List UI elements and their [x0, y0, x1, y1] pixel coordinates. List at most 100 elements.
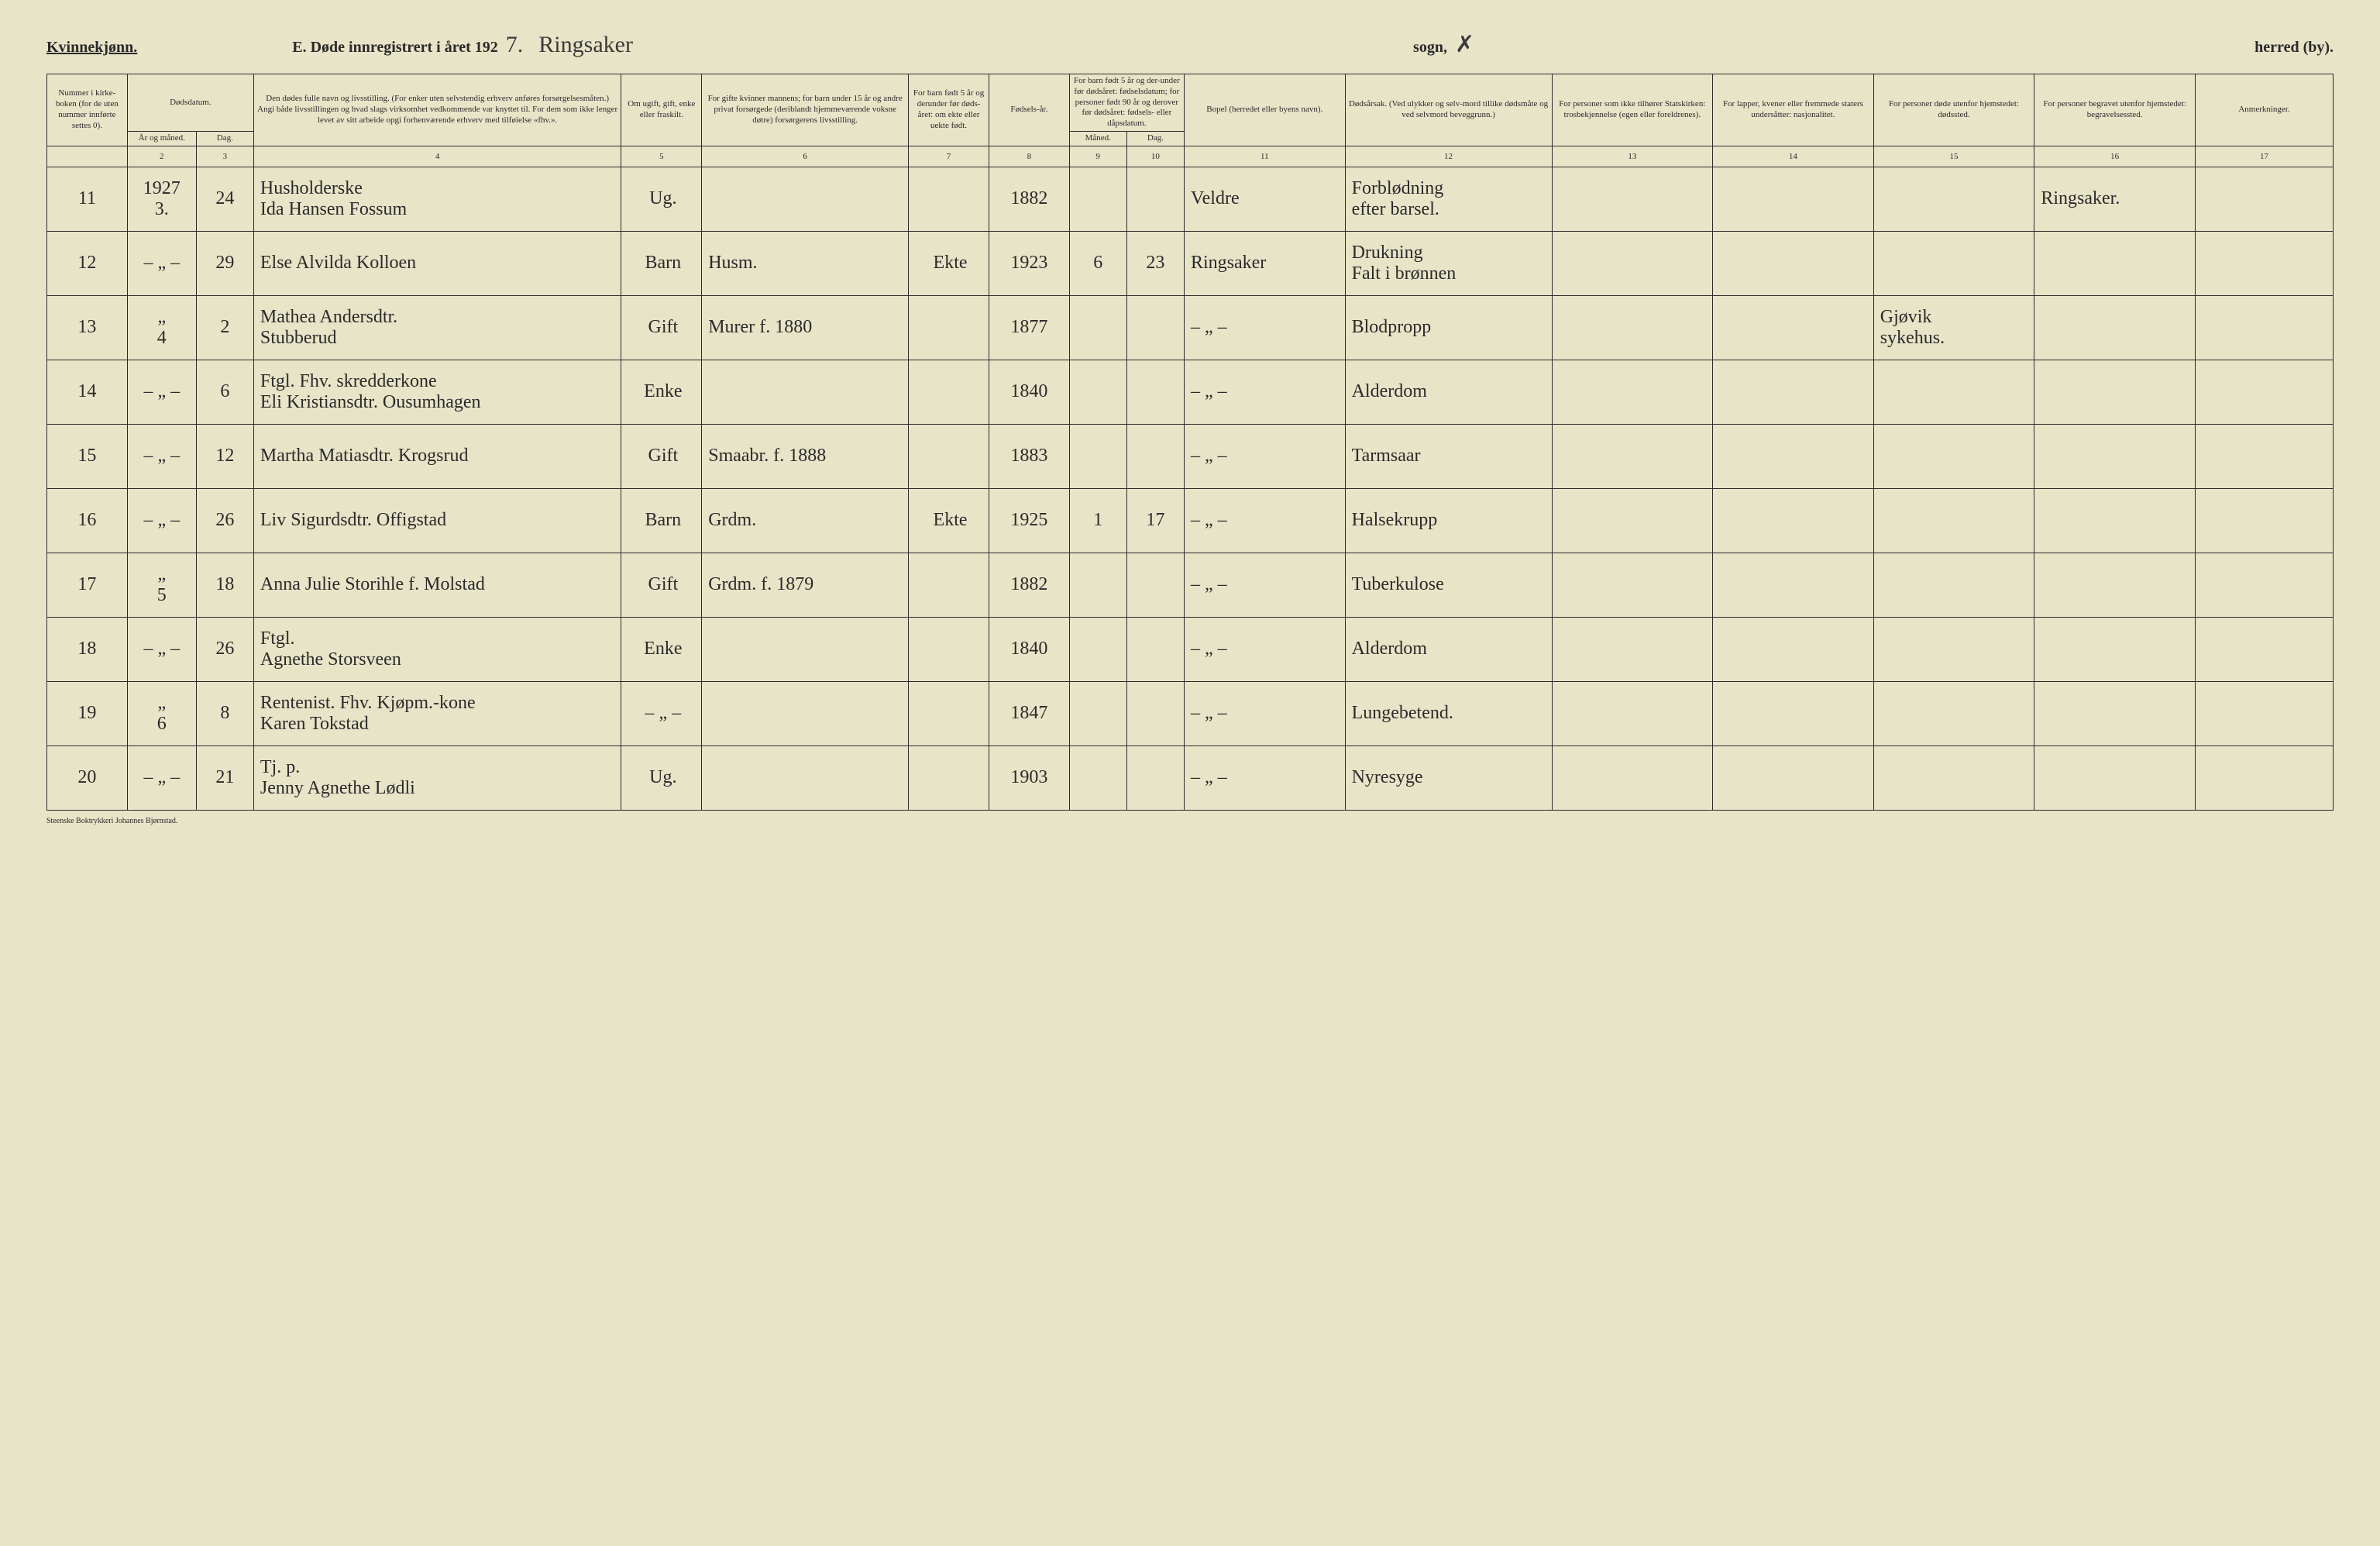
- cell: 8: [196, 681, 253, 745]
- page-header: Kvinnekjønn. E. Døde innregistrert i åre…: [46, 31, 2334, 58]
- cell: Liv Sigurdsdtr. Offigstad: [253, 488, 621, 553]
- cell: 19: [47, 681, 128, 745]
- cell: [1126, 617, 1184, 681]
- col-birthyear: Fødsels-år.: [989, 74, 1069, 146]
- cell: Grdm. f. 1879: [702, 553, 909, 617]
- table-header: Nummer i kirke-boken (for de uten nummer…: [47, 74, 2334, 167]
- cell: „ 5: [127, 553, 196, 617]
- cell: [2195, 617, 2333, 681]
- cell: [2195, 745, 2333, 810]
- cell: 11: [47, 167, 128, 231]
- cell: – „ –: [1184, 424, 1345, 488]
- cell: [909, 745, 989, 810]
- cell: [1069, 553, 1126, 617]
- cell: – „ –: [127, 745, 196, 810]
- cell: [1552, 424, 1713, 488]
- table-body: 111927 3.24Husholderske Ida Hansen Fossu…: [47, 167, 2334, 810]
- form-title: E. Døde innregistrert i året 192: [292, 39, 498, 57]
- cell: [1126, 745, 1184, 810]
- herred-label: herred (by).: [2254, 39, 2334, 57]
- cell: [1069, 617, 1126, 681]
- table-row: 18– „ –26Ftgl. Agnethe StorsveenEnke1840…: [47, 617, 2334, 681]
- cell: Tarmsaar: [1345, 424, 1552, 488]
- col-number: Nummer i kirke-boken (for de uten nummer…: [47, 74, 128, 146]
- cell: [2034, 681, 2196, 745]
- cell: 1883: [989, 424, 1069, 488]
- cell: [1873, 167, 2034, 231]
- cell: Halsekrupp: [1345, 488, 1552, 553]
- cell: Smaabr. f. 1888: [702, 424, 909, 488]
- cell: [2195, 231, 2333, 295]
- cell: 17: [47, 553, 128, 617]
- sogn-label: sogn,: [1413, 39, 1447, 57]
- cell: [1873, 231, 2034, 295]
- col-cause: Dødsårsak. (Ved ulykker og selv-mord til…: [1345, 74, 1552, 146]
- cell: [1126, 553, 1184, 617]
- cell: [1873, 553, 2034, 617]
- cell: [702, 360, 909, 424]
- cell: 16: [47, 488, 128, 553]
- cell: Rentenist. Fhv. Kjøpm.-kone Karen Toksta…: [253, 681, 621, 745]
- cell: 26: [196, 617, 253, 681]
- col-status: Om ugift, gift, enke eller fraskilt.: [621, 74, 702, 146]
- cell: [2034, 360, 2196, 424]
- parish-name: Ringsaker: [531, 32, 641, 58]
- cell: Veldre: [1184, 167, 1345, 231]
- col-deathplace: For personer døde utenfor hjemstedet: dø…: [1873, 74, 2034, 146]
- cell: [2195, 424, 2333, 488]
- cell: – „ –: [1184, 745, 1345, 810]
- cell: Gift: [621, 424, 702, 488]
- cell: [1873, 360, 2034, 424]
- cell: 6: [1069, 231, 1126, 295]
- cell: [2195, 360, 2333, 424]
- cell: [1713, 617, 1874, 681]
- col-bopel: Bopel (herredet eller byens navn).: [1184, 74, 1345, 146]
- cell: 17: [1126, 488, 1184, 553]
- cell: „ 6: [127, 681, 196, 745]
- table-row: 17„ 518Anna Julie Storihle f. MolstadGif…: [47, 553, 2334, 617]
- col-year-month: År og måned.: [127, 131, 196, 146]
- cell: [1069, 424, 1126, 488]
- cell: [2034, 617, 2196, 681]
- cell: 1925: [989, 488, 1069, 553]
- table-row: 16– „ –26Liv Sigurdsdtr. OffigstadBarnGr…: [47, 488, 2334, 553]
- cell: [2195, 488, 2333, 553]
- cell: [1713, 167, 1874, 231]
- cell: [1713, 360, 1874, 424]
- cell: [2034, 745, 2196, 810]
- cell: [1873, 617, 2034, 681]
- cell: [2195, 167, 2333, 231]
- cell: [1126, 360, 1184, 424]
- table-row: 13„ 42Mathea Andersdtr. StubberudGiftMur…: [47, 295, 2334, 360]
- cell: Gift: [621, 295, 702, 360]
- cell: 20: [47, 745, 128, 810]
- cell: Gift: [621, 553, 702, 617]
- cell: [702, 745, 909, 810]
- cell: Enke: [621, 617, 702, 681]
- cell: 12: [47, 231, 128, 295]
- cell: [1069, 360, 1126, 424]
- cell: – „ –: [127, 231, 196, 295]
- cell: [1873, 745, 2034, 810]
- gender-label: Kvinnekjønn.: [46, 39, 137, 57]
- cell: – „ –: [621, 681, 702, 745]
- cell: 1882: [989, 167, 1069, 231]
- cell: Ftgl. Agnethe Storsveen: [253, 617, 621, 681]
- cell: [2034, 295, 2196, 360]
- cell: 13: [47, 295, 128, 360]
- cell: Drukning Falt i brønnen: [1345, 231, 1552, 295]
- cell: – „ –: [127, 360, 196, 424]
- table-row: 15– „ –12Martha Matiasdtr. KrogsrudGiftS…: [47, 424, 2334, 488]
- cell: 6: [196, 360, 253, 424]
- cell: 1903: [989, 745, 1069, 810]
- col-birth-month: Måned.: [1069, 131, 1126, 146]
- table-row: 12– „ –29Else Alvilda KolloenBarnHusm.Ek…: [47, 231, 2334, 295]
- cell: [1552, 231, 1713, 295]
- cell: [1713, 231, 1874, 295]
- cell: Ug.: [621, 745, 702, 810]
- sogn-value: ✗: [1447, 31, 1482, 58]
- cell: [1552, 360, 1713, 424]
- cell: [1713, 553, 1874, 617]
- cell: – „ –: [1184, 360, 1345, 424]
- cell: [1873, 681, 2034, 745]
